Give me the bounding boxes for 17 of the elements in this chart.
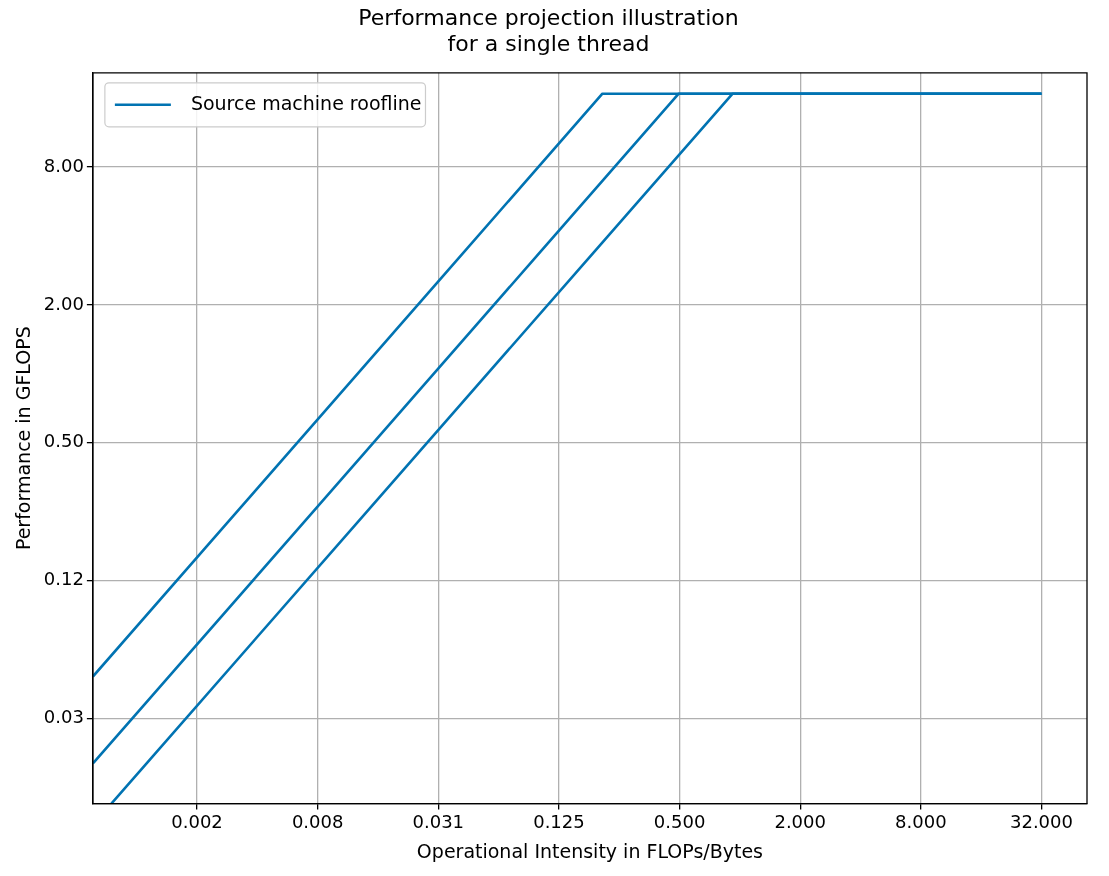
y-tick-label: 0.50 <box>43 430 84 452</box>
x-tick-label: 0.008 <box>291 811 344 833</box>
y-tick-label: 2.00 <box>43 292 84 314</box>
y-tick-label: 0.12 <box>43 568 84 590</box>
y-tick-label: 8.00 <box>43 154 84 176</box>
y-axis-title: Performance in GFLOPS <box>12 326 35 551</box>
x-tick-label: 2.000 <box>774 811 826 833</box>
chart-title: Performance projection illustration for a single thread <box>358 4 739 57</box>
x-tick-label: 32.000 <box>1009 811 1073 833</box>
x-tick-label: 0.125 <box>533 811 585 833</box>
x-tick-label: 0.002 <box>171 811 223 833</box>
x-tick-label: 8.000 <box>895 811 947 833</box>
x-tick-label: 0.500 <box>653 811 706 833</box>
legend-label: Source machine roofline <box>190 91 422 114</box>
y-tick-label: 0.03 <box>43 706 84 728</box>
x-axis-title: Operational Intensity in FLOPs/Bytes <box>416 839 764 862</box>
x-tick-label: 0.031 <box>412 811 465 833</box>
